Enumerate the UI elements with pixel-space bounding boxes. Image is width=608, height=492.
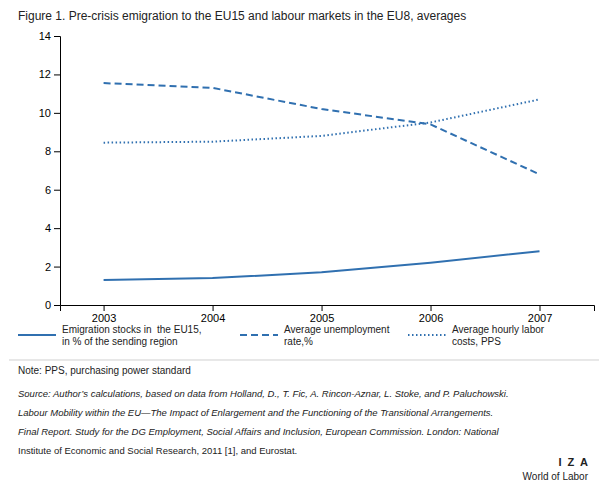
tick-mark [213, 305, 214, 311]
tick-mark [54, 228, 60, 229]
legend-swatch [18, 334, 56, 336]
source: Institute of Economic and Social Researc… [18, 445, 297, 456]
source: Final Report. Study for the DG Employmen… [18, 426, 500, 437]
tick-mark [54, 74, 60, 75]
tick-mark [431, 305, 432, 311]
tick: 2003 [92, 305, 116, 324]
tick: 2007 [528, 305, 552, 324]
legend-item: Average unemploymentrate,% [240, 324, 390, 347]
tick-label: 2 [45, 261, 51, 273]
legend-swatch [240, 334, 278, 336]
chart: Figure 1. Pre-crisis emigration to the E… [0, 0, 608, 492]
tick-mark [54, 36, 60, 37]
tick-mark [54, 305, 60, 306]
series-line [104, 83, 540, 174]
tick-label: 8 [45, 145, 51, 157]
tick: 2004 [201, 305, 225, 324]
tick-label: 10 [39, 107, 51, 119]
tick-mark [54, 190, 60, 191]
tick: 14 [39, 30, 60, 42]
tick: 10 [39, 107, 60, 119]
tick: 8 [45, 145, 60, 157]
tick-label: 0 [45, 299, 51, 311]
tick-label: 12 [39, 68, 51, 80]
tick: 6 [45, 184, 60, 196]
series-line [104, 99, 540, 142]
tick-label: 2006 [419, 312, 443, 324]
tick-mark [540, 305, 541, 311]
tick-mark [54, 267, 60, 268]
tick: 0 [45, 299, 60, 311]
logo-text: I Z A [558, 456, 588, 468]
source: Source: Author’s calculations, based on … [18, 388, 509, 399]
source: Labour Mobility within the EU—The Impact… [18, 407, 493, 418]
legend-label: Average unemploymentrate,% [284, 324, 390, 347]
tick-label: 6 [45, 184, 51, 196]
legend-label: Emigration stocks in the EU15,in % of th… [62, 324, 202, 347]
tick-mark [54, 151, 60, 152]
note: Note: PPS, purchasing power standard [18, 365, 191, 376]
tick: 4 [45, 222, 60, 234]
tick-label: 14 [39, 30, 51, 42]
tick: 2005 [310, 305, 334, 324]
legend-swatch [408, 334, 446, 336]
lines [104, 83, 540, 280]
series-line [104, 251, 540, 280]
tick: 2 [45, 261, 60, 273]
tick-label: 2005 [310, 312, 334, 324]
tick-mark [322, 305, 323, 311]
tick-label: 4 [45, 222, 51, 234]
y-axis: 0 2 4 6 8 10 12 14 [39, 30, 61, 311]
x-axis: 2003 2004 2005 2006 2007 [61, 305, 595, 324]
axis-line [54, 37, 61, 306]
tick-mark [54, 113, 60, 114]
legend-item: Emigration stocks in the EU15,in % of th… [18, 324, 202, 347]
axis-line [61, 306, 595, 312]
plot: 2003 2004 2005 2006 2007 0 2 4 6 8 10 12 14 [39, 30, 595, 324]
tick-label: 2007 [528, 312, 552, 324]
tick-label: 2003 [92, 312, 116, 324]
tick-label: 2004 [201, 312, 225, 324]
logo-text: World of Labor [523, 471, 589, 482]
tick: 2006 [419, 305, 443, 324]
separator [9, 360, 599, 361]
legend: Emigration stocks in the EU15,in % of th… [18, 324, 545, 347]
tick-mark [104, 305, 105, 311]
legend-item: Average hourly laborcosts, PPS [408, 324, 545, 347]
tick: 12 [39, 68, 60, 80]
annotations: Note: PPS, purchasing power standard Sour… [18, 365, 589, 482]
title: Figure 1. Pre-crisis emigration to the E… [18, 9, 466, 23]
legend-label: Average hourly laborcosts, PPS [452, 324, 545, 347]
